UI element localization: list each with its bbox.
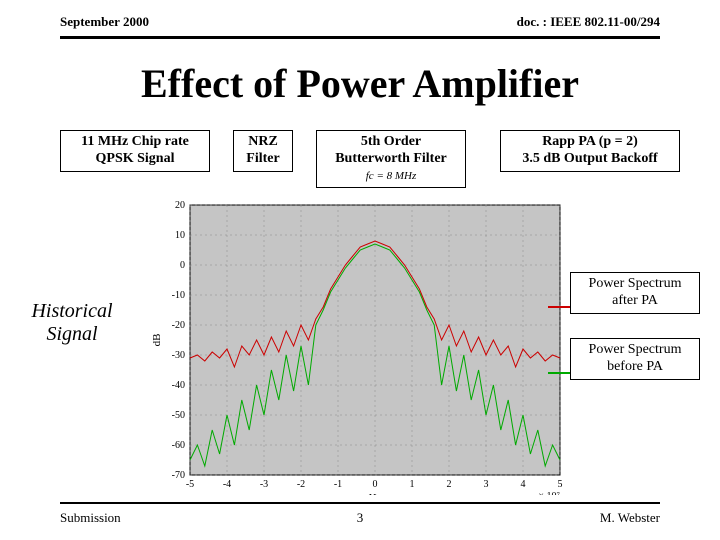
svg-text:0: 0 [180, 260, 185, 271]
block-bw-l2: Butterworth Filter [335, 151, 447, 166]
pointer-after [548, 306, 570, 308]
svg-text:3: 3 [484, 479, 489, 490]
spectrum-chart: 20100-10-20-30-40-50-60-70-5-4-3-2-10123… [150, 195, 580, 495]
header-rule [60, 36, 660, 39]
svg-text:-5: -5 [186, 479, 194, 490]
svg-text:-2: -2 [297, 479, 305, 490]
block-butterworth: 5th Order Butterworth Filter fc = 8 MHz [316, 130, 466, 188]
callout-before-pa: Power Spectrum before PA [570, 338, 700, 380]
footer-left: Submission [60, 510, 121, 526]
svg-text:-4: -4 [223, 479, 231, 490]
svg-text:-10: -10 [172, 290, 185, 301]
header-doc: doc. : IEEE 802.11-00/294 [517, 14, 660, 30]
svg-text:-20: -20 [172, 320, 185, 331]
svg-text:20: 20 [175, 200, 185, 211]
block-pa-l1: Rapp PA (p = 2) [542, 134, 638, 149]
svg-text:× 10⁷: × 10⁷ [538, 491, 560, 495]
svg-text:-40: -40 [172, 380, 185, 391]
svg-text:-70: -70 [172, 470, 185, 481]
callout-before-l1: Power Spectrum [589, 342, 682, 357]
svg-text:-3: -3 [260, 479, 268, 490]
callout-after-l1: Power Spectrum [589, 276, 682, 291]
historical-l1: Historical [31, 300, 112, 322]
page-title: Effect of Power Amplifier [0, 60, 720, 107]
block-pa-l2: 3.5 dB Output Backoff [522, 151, 657, 166]
svg-text:-50: -50 [172, 410, 185, 421]
footer-rule [60, 502, 660, 504]
svg-text:5: 5 [558, 479, 563, 490]
svg-text:0: 0 [373, 479, 378, 490]
block-bw-l1: 5th Order [361, 134, 421, 149]
block-qpsk-l2: QPSK Signal [96, 151, 175, 166]
svg-text:dB: dB [151, 334, 163, 347]
header-date: September 2000 [60, 14, 149, 30]
block-nrz-l1: NRZ [248, 134, 278, 149]
pointer-before [548, 372, 570, 374]
historical-signal-label: Historical Signal [12, 300, 132, 346]
svg-text:-1: -1 [334, 479, 342, 490]
svg-text:2: 2 [447, 479, 452, 490]
block-nrz: NRZ Filter [233, 130, 293, 172]
block-qpsk: 11 MHz Chip rate QPSK Signal [60, 130, 210, 172]
svg-text:-30: -30 [172, 350, 185, 361]
svg-text:-60: -60 [172, 440, 185, 451]
callout-after-pa: Power Spectrum after PA [570, 272, 700, 314]
callout-before-l2: before PA [607, 359, 663, 374]
block-qpsk-l1: 11 MHz Chip rate [81, 134, 189, 149]
svg-text:1: 1 [410, 479, 415, 490]
svg-text:4: 4 [521, 479, 526, 490]
block-rapp-pa: Rapp PA (p = 2) 3.5 dB Output Backoff [500, 130, 680, 172]
svg-text:10: 10 [175, 230, 185, 241]
svg-text:Hz: Hz [369, 492, 382, 495]
block-nrz-l2: Filter [246, 151, 279, 166]
callout-after-l2: after PA [612, 293, 658, 308]
footer-right: M. Webster [600, 510, 660, 526]
block-bw-sub: fc = 8 MHz [366, 170, 417, 182]
historical-l2: Signal [46, 323, 97, 345]
